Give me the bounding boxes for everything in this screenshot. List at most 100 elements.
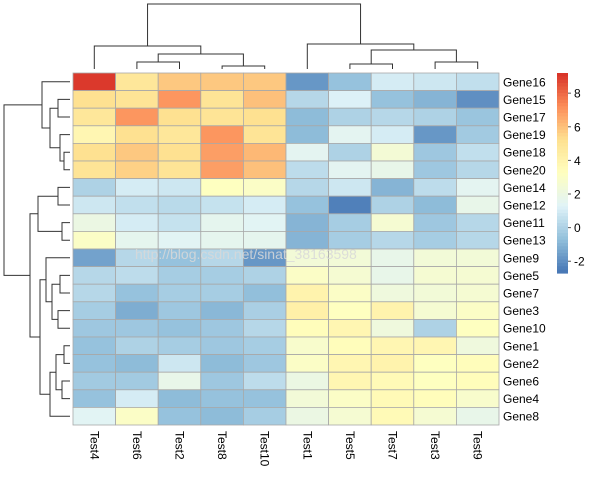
legend-swatch — [557, 189, 568, 194]
heatmap-cell — [157, 107, 202, 127]
heatmap-cell — [157, 72, 202, 92]
column-label: Test1 — [300, 431, 314, 460]
heatmap-cell — [200, 318, 244, 338]
heatmap-cell — [157, 160, 202, 180]
heatmap-cell — [413, 178, 457, 197]
heatmap-cell — [115, 90, 159, 109]
heatmap-cell — [200, 195, 244, 215]
heatmap-cell — [115, 371, 159, 391]
heatmap-cell — [200, 336, 244, 356]
heatmap-cell — [115, 283, 159, 303]
heatmap-cell — [285, 178, 329, 197]
legend-swatch — [557, 129, 568, 134]
heatmap-cell — [455, 72, 500, 92]
heatmap-cell — [285, 195, 329, 215]
legend-swatch — [557, 166, 568, 171]
legend-swatch — [557, 203, 568, 207]
column-label: Test3 — [428, 431, 442, 460]
heatmap-cell — [455, 283, 500, 303]
heatmap-cell — [200, 213, 244, 232]
dendrogram-branch — [157, 53, 244, 66]
heatmap-cell — [413, 142, 457, 162]
heatmap-cell — [370, 230, 415, 250]
column-label: Test8 — [215, 431, 229, 460]
heatmap-cell — [157, 318, 202, 338]
column-labels: Test4 Test6 Test2 Test8 Test10 Test1 Test5 Test… — [87, 431, 484, 467]
row-label: Gene16 — [503, 75, 546, 89]
dendrogram-branch — [221, 65, 266, 69]
legend-swatch — [557, 219, 568, 224]
legend-swatch — [557, 73, 568, 77]
heatmap-cell — [285, 318, 329, 338]
heatmap-cell — [370, 301, 415, 320]
heatmap-cell — [285, 301, 329, 320]
legend-swatch — [557, 146, 568, 151]
heatmap-cell — [328, 266, 372, 285]
heatmap-cell — [200, 283, 244, 303]
heatmap-cell — [370, 178, 415, 197]
heatmap-cell — [285, 354, 329, 373]
heatmap-cell — [242, 336, 287, 356]
heatmap-cell — [413, 336, 457, 356]
heatmap-cell — [115, 195, 159, 215]
heatmap-cell — [200, 125, 244, 144]
heatmap-cell — [285, 107, 329, 127]
dendrogram-branch — [49, 371, 70, 417]
row-label: Gene19 — [503, 128, 546, 142]
heatmap-cell — [370, 371, 415, 391]
legend-swatch — [557, 133, 568, 137]
heatmap-cell — [242, 213, 287, 232]
heatmap-cell — [72, 90, 116, 109]
legend-swatch — [557, 93, 568, 97]
legend-swatch — [557, 96, 568, 101]
heatmap-cell — [72, 160, 116, 180]
legend-swatch — [557, 226, 568, 231]
heatmap-cell — [157, 336, 202, 356]
heatmap-cell — [370, 318, 415, 338]
heatmap-cell — [115, 406, 159, 426]
heatmap-cell — [455, 195, 500, 215]
heatmap-cell — [242, 301, 287, 320]
heatmap-cell — [370, 406, 415, 426]
heatmap-cell — [200, 160, 244, 180]
heatmap-cell — [115, 336, 159, 356]
legend-swatch — [557, 103, 568, 107]
heatmap-cell — [242, 389, 287, 408]
heatmap-cell — [370, 195, 415, 215]
heatmap-cell — [115, 213, 159, 232]
heatmap-cell — [157, 389, 202, 408]
heatmap-cell — [413, 301, 457, 320]
heatmap-cell — [157, 90, 202, 109]
heatmap-cell — [413, 389, 457, 408]
heatmap-cell — [285, 125, 329, 144]
heatmap-cell — [242, 318, 287, 338]
legend-swatch — [557, 163, 568, 167]
heatmap-cell — [157, 266, 202, 285]
heatmap-cell — [242, 266, 287, 285]
heatmap-cell — [328, 90, 372, 109]
legend-tick-label: -2 — [574, 255, 585, 269]
heatmap-cell — [157, 178, 202, 197]
legend-tick-label: 0 — [574, 221, 581, 235]
heatmap-cell — [413, 213, 457, 232]
heatmap-cell — [413, 248, 457, 268]
dendrogram-branch — [57, 310, 70, 329]
dendrogram-branch — [3, 104, 42, 276]
heatmap-cell — [115, 160, 159, 180]
column-label: Test6 — [130, 431, 144, 460]
dendrogram-branch — [61, 380, 70, 400]
heatmap-cell — [242, 195, 287, 215]
legend-swatch — [557, 173, 568, 177]
legend-swatch — [557, 83, 568, 87]
legend-swatch — [557, 213, 568, 217]
heatmap-cells — [72, 72, 500, 426]
heatmap-cell — [455, 389, 500, 408]
heatmap-cell — [455, 336, 500, 356]
dendrogram-branch — [59, 274, 70, 294]
heatmap-cell — [157, 371, 202, 391]
legend-swatch — [557, 256, 568, 261]
column-label: Test5 — [343, 431, 357, 460]
heatmap-cell — [285, 72, 329, 92]
